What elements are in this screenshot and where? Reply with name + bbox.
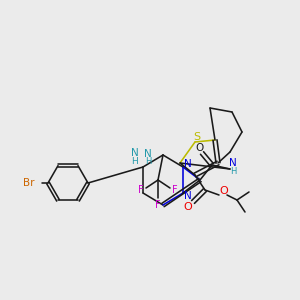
Text: N: N	[229, 158, 237, 168]
Text: O: O	[195, 143, 203, 153]
Text: N: N	[184, 191, 192, 201]
Text: H: H	[145, 158, 151, 166]
Text: F: F	[138, 185, 144, 195]
Text: F: F	[172, 185, 178, 195]
Text: F: F	[155, 200, 161, 210]
Text: N: N	[144, 149, 152, 159]
Text: N: N	[184, 159, 192, 169]
Text: N: N	[131, 148, 139, 158]
Text: O: O	[184, 202, 192, 212]
Text: H: H	[132, 158, 138, 166]
Text: Br: Br	[22, 178, 34, 188]
Text: S: S	[194, 132, 201, 142]
Text: O: O	[220, 186, 228, 196]
Text: H: H	[230, 167, 236, 176]
